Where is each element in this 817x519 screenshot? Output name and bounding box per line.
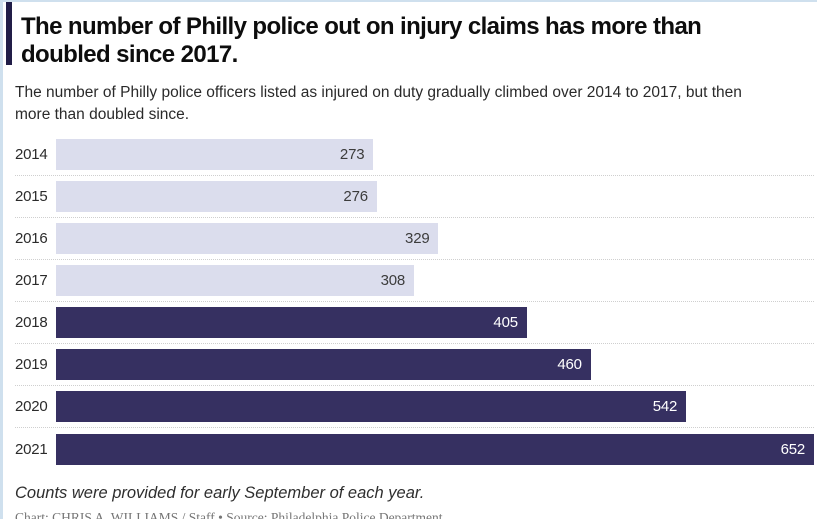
chart-row: 2019 460 (15, 344, 814, 386)
bar-track: 460 (56, 349, 814, 380)
bar-value-label: 308 (380, 272, 406, 289)
year-label: 2019 (15, 356, 48, 373)
chart-credit: Chart: CHRIS A. WILLIAMS / Staff • Sourc… (15, 510, 443, 519)
bar-track: 276 (56, 181, 814, 212)
bar-value-label: 273 (339, 146, 365, 163)
bar-track: 308 (56, 265, 814, 296)
bar-2020[interactable]: 542 (56, 391, 687, 422)
bar-2019[interactable]: 460 (56, 349, 591, 380)
chart-row: 2018 405 (15, 302, 814, 344)
page-title: The number of Philly police out on injur… (21, 13, 702, 68)
bar-2017[interactable]: 308 (56, 265, 415, 296)
bar-value-label: 405 (493, 314, 518, 331)
year-label: 2018 (15, 314, 48, 331)
bar-value-label: 542 (652, 398, 678, 415)
bar-2015[interactable]: 276 (56, 181, 377, 212)
chart-note: Counts were provided for early September… (15, 484, 425, 502)
chart-row: 2017 308 (15, 260, 814, 302)
bar-value-label: 652 (780, 440, 806, 458)
chart-row: 2014 273 (15, 134, 814, 176)
bar-track: 405 (56, 307, 814, 338)
bar-track: 273 (56, 139, 814, 170)
chart-content: The number of Philly police out on injur… (3, 2, 817, 519)
bar-track: 652 (56, 433, 814, 465)
year-label: 2015 (15, 188, 48, 205)
bar-2018[interactable]: 405 (56, 307, 527, 338)
bar-value-label: 329 (405, 230, 430, 247)
bar-chart: 2014 273 2015 276 2016 329 2017 308 2018 405 2019 4… (15, 134, 814, 470)
bar-track: 542 (56, 391, 814, 422)
title-accent-bar (6, 2, 12, 65)
chart-subtitle: The number of Philly police officers lis… (15, 84, 742, 123)
bar-value-label: 460 (557, 356, 582, 373)
bar-value-label: 276 (343, 188, 368, 205)
chart-row: 2020 542 (15, 386, 814, 428)
chart-row: 2015 276 (15, 176, 814, 218)
year-label: 2014 (15, 146, 48, 163)
bar-track: 329 (56, 223, 814, 254)
chart-row: 2016 329 (15, 218, 814, 260)
year-label: 2017 (15, 272, 48, 289)
year-label: 2016 (15, 230, 48, 247)
bar-2016[interactable]: 329 (56, 223, 439, 254)
bar-2014[interactable]: 273 (56, 139, 374, 170)
bar-2021[interactable]: 652 (56, 433, 814, 465)
year-label: 2020 (15, 398, 48, 415)
chart-row: 2021 652 (15, 428, 814, 470)
year-label: 2021 (15, 440, 48, 458)
